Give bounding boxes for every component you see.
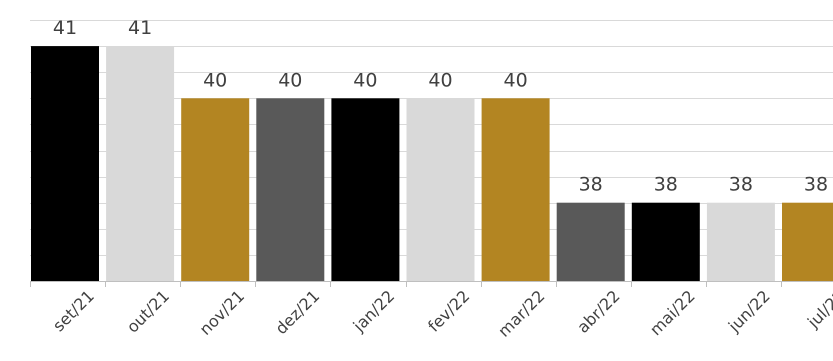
bar-out-21 bbox=[106, 46, 175, 281]
bar-jul-22 bbox=[782, 202, 833, 281]
tick-label: dez/21 bbox=[271, 286, 323, 338]
data-label: 40 bbox=[504, 69, 528, 91]
tick-label: jan/22 bbox=[349, 286, 399, 336]
bar-mai-22 bbox=[631, 202, 700, 281]
bar-nov-21 bbox=[181, 98, 250, 281]
data-label: 38 bbox=[804, 174, 828, 196]
tick-label: jul/22 bbox=[803, 286, 833, 332]
tick-label: abr/22 bbox=[573, 286, 623, 336]
data-label: 40 bbox=[203, 69, 227, 91]
tick-label: set/21 bbox=[49, 286, 98, 335]
data-label: 40 bbox=[428, 69, 452, 91]
tick-label: fev/22 bbox=[424, 286, 473, 335]
tick-label: mai/22 bbox=[646, 286, 699, 339]
data-label: 40 bbox=[353, 69, 377, 91]
tick-label: out/21 bbox=[123, 286, 173, 336]
tick-label: jun/22 bbox=[724, 286, 774, 336]
data-label: 41 bbox=[128, 17, 152, 39]
tick-label: mar/22 bbox=[494, 286, 548, 340]
data-label: 38 bbox=[579, 174, 603, 196]
bar-abr-22 bbox=[556, 202, 625, 281]
x-axis-ticks bbox=[30, 281, 782, 287]
bar-jun-22 bbox=[706, 202, 775, 281]
bar-dez-21 bbox=[256, 98, 325, 281]
bars bbox=[31, 46, 833, 281]
bar-fev-22 bbox=[406, 98, 475, 281]
data-label: 41 bbox=[53, 17, 77, 39]
data-label: 38 bbox=[654, 174, 678, 196]
data-label: 40 bbox=[278, 69, 302, 91]
tick-label: nov/21 bbox=[196, 286, 248, 338]
bar-jan-22 bbox=[331, 98, 400, 281]
x-axis-tick-labels: set/21 out/21 nov/21 dez/21 jan/22 fev/22 mar/… bbox=[49, 286, 833, 340]
bar-mar-22 bbox=[481, 98, 550, 281]
data-labels: 41 41 40 40 40 40 40 38 38 38 38 bbox=[53, 17, 828, 196]
data-label: 38 bbox=[729, 174, 753, 196]
bar-set-21 bbox=[31, 46, 99, 281]
